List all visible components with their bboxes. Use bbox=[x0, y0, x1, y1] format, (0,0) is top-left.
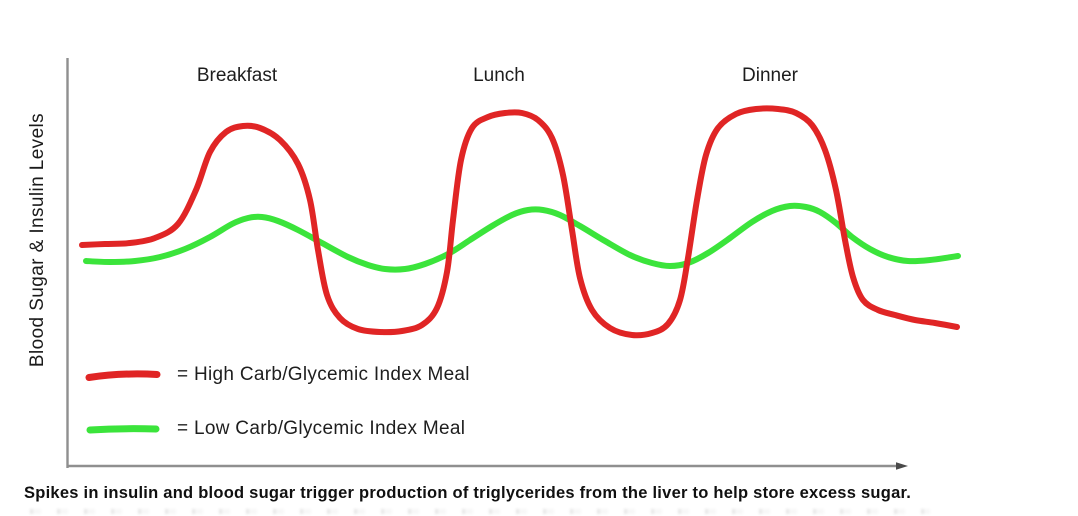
x-axis-arrowhead-icon bbox=[896, 462, 908, 470]
low-carb-curve bbox=[83, 202, 961, 273]
legend-line-high-carb-icon bbox=[85, 370, 161, 381]
legend-row-high-carb: = High Carb/Glycemic Index Meal bbox=[84, 364, 470, 386]
meal-label-lunch: Lunch bbox=[473, 65, 525, 86]
curves-group bbox=[79, 105, 961, 339]
legend-swatch-low-carb bbox=[86, 425, 160, 434]
legend-label-low-carb: = Low Carb/Glycemic Index Meal bbox=[177, 418, 466, 439]
legend-swatch-high-carb bbox=[85, 370, 161, 381]
caption-text: Spikes in insulin and blood sugar trigge… bbox=[24, 484, 912, 502]
meal-label-dinner: Dinner bbox=[742, 65, 798, 86]
cropped-text-remnant bbox=[30, 509, 930, 514]
legend-row-low-carb: = Low Carb/Glycemic Index Meal bbox=[84, 418, 465, 440]
y-axis-label: Blood Sugar & Insulin Levels bbox=[27, 112, 48, 368]
legend-label-high-carb: = High Carb/Glycemic Index Meal bbox=[177, 364, 470, 385]
legend-line-low-carb-icon bbox=[86, 425, 160, 434]
high-carb-curve bbox=[79, 105, 960, 339]
meal-label-breakfast: Breakfast bbox=[196, 65, 278, 86]
